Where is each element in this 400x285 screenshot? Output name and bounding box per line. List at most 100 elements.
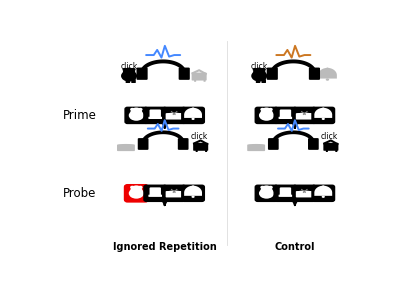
Circle shape xyxy=(121,70,137,82)
FancyBboxPatch shape xyxy=(268,138,279,150)
FancyBboxPatch shape xyxy=(178,138,188,150)
FancyBboxPatch shape xyxy=(205,150,207,152)
FancyBboxPatch shape xyxy=(262,79,266,83)
Circle shape xyxy=(260,186,265,189)
FancyBboxPatch shape xyxy=(296,191,313,198)
Text: Ignored Repetition: Ignored Repetition xyxy=(113,242,216,252)
Circle shape xyxy=(130,107,142,116)
Circle shape xyxy=(251,70,267,82)
Circle shape xyxy=(322,186,325,187)
Polygon shape xyxy=(184,108,202,118)
Circle shape xyxy=(129,188,144,199)
Circle shape xyxy=(131,68,136,71)
Circle shape xyxy=(260,108,265,111)
Circle shape xyxy=(322,196,325,198)
Circle shape xyxy=(123,68,135,76)
Text: click: click xyxy=(190,132,208,141)
FancyBboxPatch shape xyxy=(335,150,337,152)
Circle shape xyxy=(322,107,325,109)
Text: Prime: Prime xyxy=(62,109,96,122)
FancyBboxPatch shape xyxy=(247,144,265,151)
FancyBboxPatch shape xyxy=(148,195,162,197)
FancyBboxPatch shape xyxy=(296,113,313,119)
FancyBboxPatch shape xyxy=(280,187,291,196)
FancyBboxPatch shape xyxy=(126,79,130,83)
FancyBboxPatch shape xyxy=(163,108,185,123)
Circle shape xyxy=(322,118,325,120)
FancyBboxPatch shape xyxy=(323,143,338,151)
FancyBboxPatch shape xyxy=(293,108,315,123)
FancyBboxPatch shape xyxy=(117,144,135,151)
FancyBboxPatch shape xyxy=(144,186,166,201)
FancyBboxPatch shape xyxy=(150,187,161,196)
Circle shape xyxy=(326,68,329,70)
FancyBboxPatch shape xyxy=(182,186,204,201)
Text: click: click xyxy=(251,62,268,71)
Ellipse shape xyxy=(118,144,134,146)
FancyBboxPatch shape xyxy=(133,196,138,200)
FancyBboxPatch shape xyxy=(293,186,315,201)
FancyBboxPatch shape xyxy=(274,186,296,201)
FancyBboxPatch shape xyxy=(256,79,260,83)
Circle shape xyxy=(268,108,273,111)
Circle shape xyxy=(253,68,265,76)
FancyBboxPatch shape xyxy=(204,79,206,82)
FancyBboxPatch shape xyxy=(182,108,204,123)
Circle shape xyxy=(122,68,127,71)
Circle shape xyxy=(261,68,266,71)
FancyBboxPatch shape xyxy=(193,143,208,151)
FancyBboxPatch shape xyxy=(192,73,207,81)
Circle shape xyxy=(326,78,329,81)
FancyBboxPatch shape xyxy=(131,79,136,83)
Circle shape xyxy=(192,196,195,198)
FancyBboxPatch shape xyxy=(256,186,278,201)
FancyBboxPatch shape xyxy=(138,138,148,150)
Circle shape xyxy=(268,186,273,189)
Circle shape xyxy=(138,108,142,111)
Text: Probe: Probe xyxy=(62,187,96,200)
Circle shape xyxy=(253,68,257,71)
Polygon shape xyxy=(314,186,332,196)
FancyBboxPatch shape xyxy=(263,119,268,122)
FancyBboxPatch shape xyxy=(268,119,273,122)
Circle shape xyxy=(130,186,134,189)
FancyBboxPatch shape xyxy=(256,108,278,123)
FancyBboxPatch shape xyxy=(144,108,166,123)
Circle shape xyxy=(192,118,195,120)
FancyBboxPatch shape xyxy=(166,113,183,119)
Circle shape xyxy=(138,186,142,189)
Circle shape xyxy=(259,188,274,199)
Ellipse shape xyxy=(248,144,264,146)
FancyBboxPatch shape xyxy=(278,195,292,197)
FancyBboxPatch shape xyxy=(278,117,292,119)
Circle shape xyxy=(261,186,272,194)
FancyBboxPatch shape xyxy=(308,138,319,150)
Text: click: click xyxy=(320,132,338,141)
Polygon shape xyxy=(318,68,337,79)
FancyBboxPatch shape xyxy=(125,108,147,123)
Ellipse shape xyxy=(297,113,312,115)
Circle shape xyxy=(129,110,144,121)
FancyBboxPatch shape xyxy=(309,68,320,80)
FancyBboxPatch shape xyxy=(280,109,291,118)
Circle shape xyxy=(192,186,194,187)
FancyBboxPatch shape xyxy=(267,68,278,80)
Circle shape xyxy=(259,110,274,121)
FancyBboxPatch shape xyxy=(194,79,196,82)
FancyBboxPatch shape xyxy=(166,191,183,198)
FancyBboxPatch shape xyxy=(312,186,334,201)
FancyBboxPatch shape xyxy=(125,186,147,201)
Circle shape xyxy=(130,186,142,194)
FancyBboxPatch shape xyxy=(268,196,273,200)
Circle shape xyxy=(192,107,194,109)
FancyBboxPatch shape xyxy=(150,109,161,118)
Ellipse shape xyxy=(297,191,312,193)
FancyBboxPatch shape xyxy=(312,108,334,123)
FancyBboxPatch shape xyxy=(196,150,198,152)
FancyBboxPatch shape xyxy=(133,119,138,122)
FancyBboxPatch shape xyxy=(263,196,268,200)
Text: Control: Control xyxy=(275,242,315,252)
FancyBboxPatch shape xyxy=(136,68,148,80)
FancyBboxPatch shape xyxy=(163,186,185,201)
Circle shape xyxy=(130,108,134,111)
